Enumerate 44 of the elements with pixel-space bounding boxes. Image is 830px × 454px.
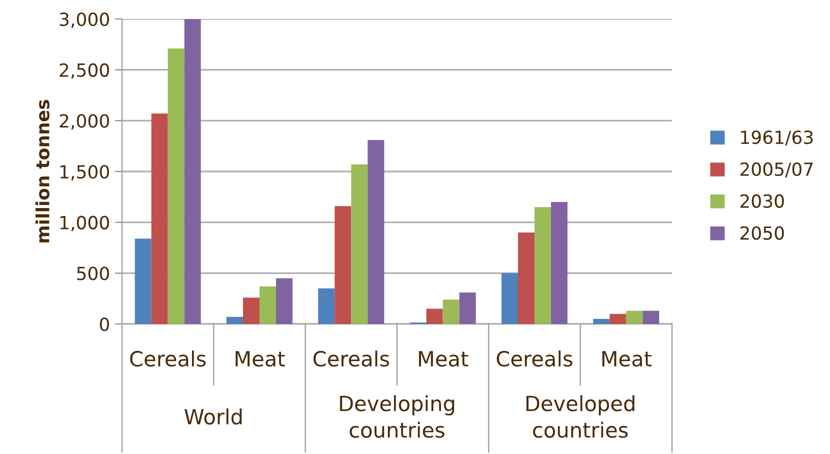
bar <box>351 164 368 324</box>
y-tick-label: 2,500 <box>60 63 109 79</box>
bar <box>502 273 518 324</box>
bar <box>226 316 243 324</box>
bar <box>626 310 643 324</box>
bar <box>459 292 476 324</box>
legend-label: 2050 <box>740 226 784 240</box>
bar <box>442 300 460 324</box>
legend-label: 1961/63 <box>741 130 813 146</box>
bar <box>318 288 335 324</box>
text: World <box>184 408 242 425</box>
x-tick-label: Cereals <box>313 350 389 367</box>
bar <box>134 238 152 324</box>
y-tick-label: 500 <box>77 266 109 280</box>
x-tick-label: Cereals <box>496 350 572 367</box>
x-tick-label: Meat <box>602 351 652 367</box>
legend-label: 2030 <box>740 194 784 208</box>
y-tick-label: 0 <box>100 317 109 332</box>
bar <box>276 278 292 324</box>
bar <box>593 318 610 324</box>
bar <box>518 232 534 324</box>
bar <box>168 48 184 324</box>
y-tick-label: 1,500 <box>60 164 109 180</box>
bar <box>184 19 201 324</box>
x-tick-label: Cereals <box>130 350 206 367</box>
bar <box>551 202 568 324</box>
bar <box>610 314 626 324</box>
legend-label: 2005/07 <box>740 162 813 178</box>
bar <box>426 308 443 324</box>
text: Developed countries <box>526 395 634 438</box>
bar <box>534 207 551 324</box>
text: Developing countries <box>340 395 454 438</box>
bar <box>642 310 660 324</box>
bar <box>151 114 168 324</box>
y-tick-label: 1,000 <box>60 216 109 232</box>
bar <box>368 140 384 324</box>
y-tick-label: 3,000 <box>60 12 109 28</box>
x-tick-label: Meat <box>419 351 468 367</box>
x-tick-label: Meat <box>236 351 285 367</box>
bar <box>243 298 260 324</box>
y-tick-label: 2,000 <box>60 114 109 130</box>
y-axis-title: million tonnes <box>35 100 50 242</box>
bar <box>334 206 352 324</box>
bar <box>260 286 276 324</box>
